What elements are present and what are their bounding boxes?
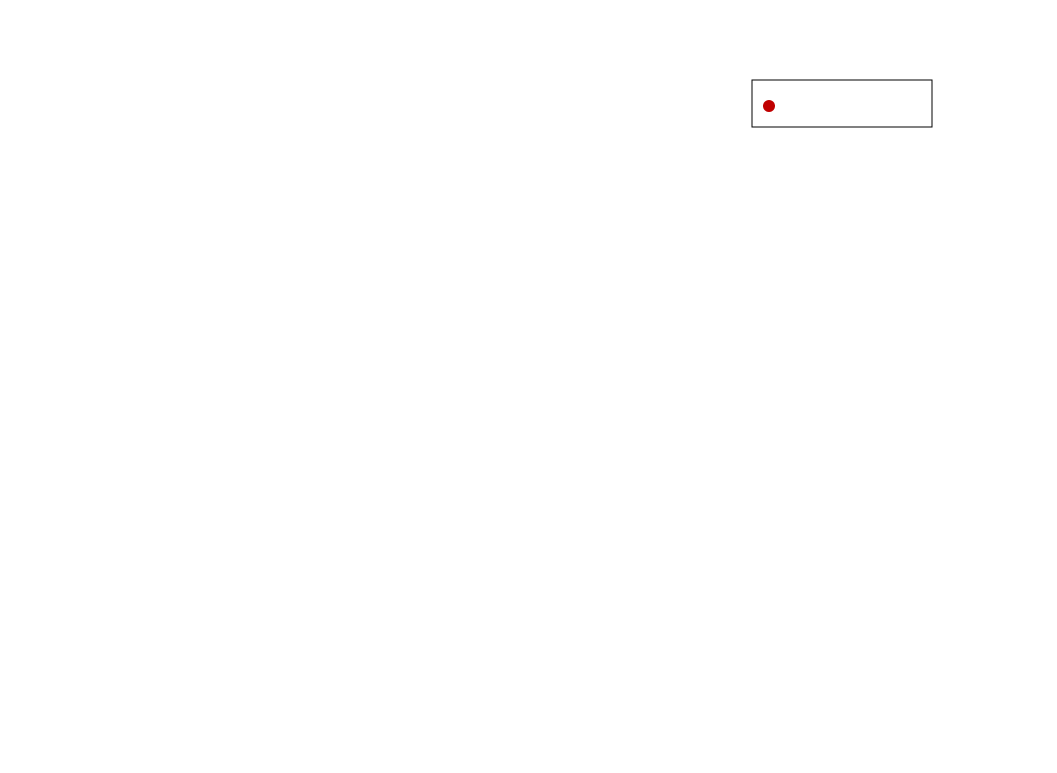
legend-box (751, 79, 933, 128)
legend (751, 79, 933, 128)
scatter-chart (751, 79, 933, 128)
legend-marker-icon (763, 100, 775, 112)
